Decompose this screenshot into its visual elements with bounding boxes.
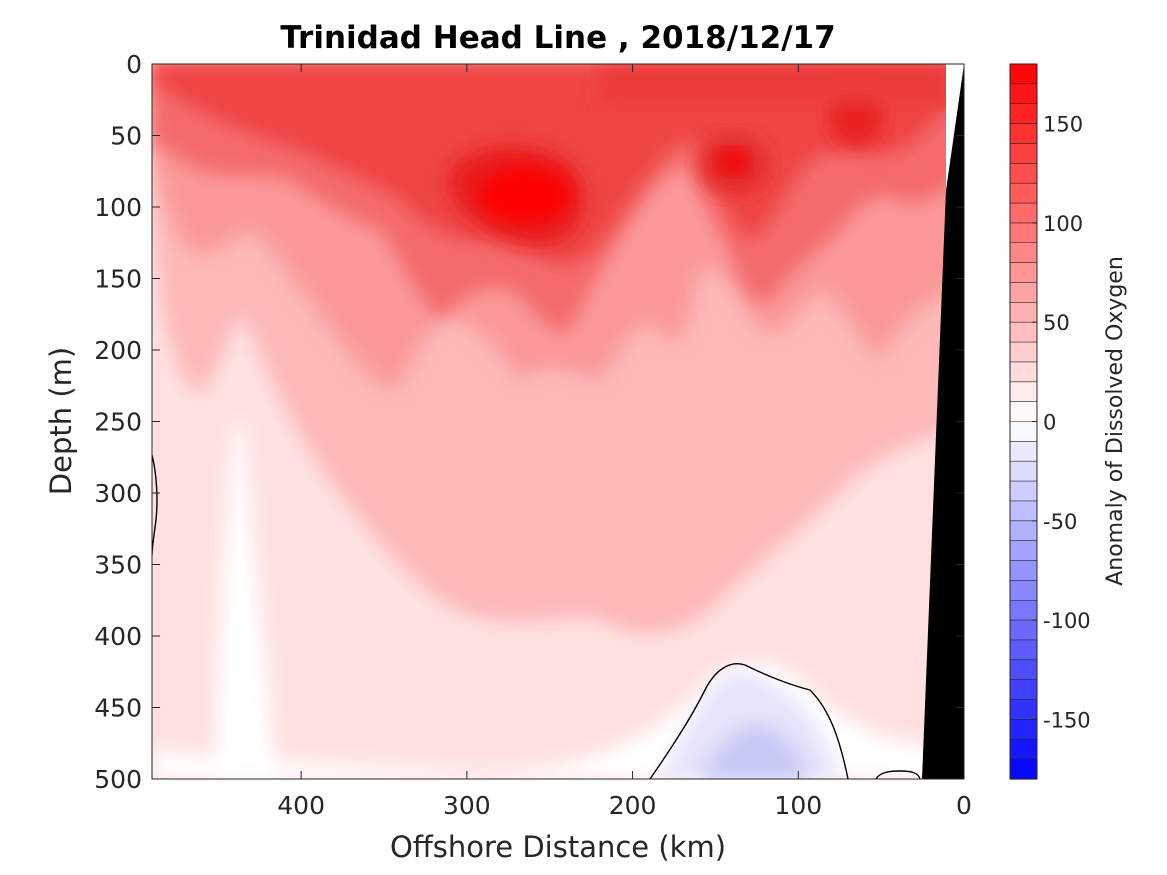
y-tick-label: 400 [94, 622, 142, 651]
y-axis-label: Depth (m) [44, 347, 78, 495]
colorbar-segment [1010, 441, 1037, 462]
x-tick-label: 100 [774, 791, 822, 820]
colorbar-segment [1010, 679, 1037, 701]
colorbar-segment [1010, 520, 1037, 542]
y-tick-label: 300 [94, 479, 142, 508]
colorbar-segment [1010, 481, 1037, 502]
colorbar-label: Anomaly of Dissolved Oxygen [1103, 256, 1128, 586]
colorbar-segment [1010, 560, 1037, 581]
colorbar-segment [1010, 361, 1037, 383]
secondary-core-center [718, 150, 748, 174]
colorbar-tick-label: 50 [1043, 311, 1070, 335]
colorbar-segment [1010, 719, 1037, 740]
colorbar [1010, 64, 1037, 780]
colorbar-segment [1010, 103, 1037, 125]
colorbar-tick-label: -150 [1043, 708, 1091, 732]
zero-contour-south [649, 663, 849, 779]
colorbar-tick-label: 0 [1043, 411, 1056, 435]
colorbar-segment [1010, 143, 1037, 164]
bathymetry-edge-white [946, 64, 964, 190]
colorbar-tick-label: -50 [1043, 510, 1077, 534]
colorbar-segment [1010, 242, 1037, 264]
negative-anomaly-inner [700, 725, 810, 779]
y-tick-label: 150 [94, 265, 142, 294]
colorbar-tick-label: 100 [1043, 212, 1083, 236]
colorbar-segment [1010, 203, 1037, 224]
colorbar-segment [1010, 620, 1037, 641]
x-axis-label: Offshore Distance (km) [390, 830, 726, 864]
colorbar-segment [1010, 322, 1037, 343]
zero-contour-west-edge [152, 454, 158, 556]
y-tick-label: 100 [94, 193, 142, 222]
maximum-core-center [480, 167, 570, 223]
colorbar-segment [1010, 500, 1037, 522]
colorbar-segment [1010, 163, 1037, 184]
colorbar-segment [1010, 262, 1037, 284]
chart-title: Trinidad Head Line , 2018/12/17 [280, 20, 835, 56]
colorbar-tick-label: 150 [1043, 113, 1083, 137]
y-tick-label: 0 [126, 50, 142, 79]
y-tick-label: 50 [110, 122, 142, 151]
colorbar-tick-label: -100 [1043, 609, 1091, 633]
anomaly-field [152, 64, 964, 779]
colorbar-segment [1010, 639, 1037, 661]
y-tick-label: 500 [94, 765, 142, 794]
y-tick-label: 350 [94, 551, 142, 580]
colorbar-segment [1010, 302, 1037, 323]
y-tick-label: 250 [94, 408, 142, 437]
colorbar-segment [1010, 659, 1037, 681]
colorbar-segment [1010, 401, 1037, 423]
colorbar-segment [1010, 381, 1037, 403]
colorbar-segment [1010, 83, 1037, 105]
y-tick-label: 450 [94, 694, 142, 723]
colorbar-segment [1010, 739, 1037, 760]
x-axis-ticks: 400 300 200 100 0 [277, 64, 972, 820]
colorbar-segment [1010, 580, 1037, 601]
colorbar-segment [1010, 64, 1037, 85]
colorbar-ticks: 150 100 50 0 -50 -100 -150 [1032, 113, 1091, 732]
surface-high-band [600, 64, 950, 104]
colorbar-segment [1010, 540, 1037, 562]
y-axis-ticks: 0 50 100 150 200 250 300 350 400 450 500 [94, 50, 964, 794]
colorbar-segment [1010, 421, 1037, 442]
colorbar-segment [1010, 699, 1037, 721]
near-zero-tongue-west [215, 422, 275, 779]
colorbar-segment [1010, 342, 1037, 363]
colorbar-segment [1010, 183, 1037, 204]
colorbar-segment [1010, 759, 1037, 780]
colorbar-segment [1010, 461, 1037, 482]
y-tick-label: 200 [94, 336, 142, 365]
colorbar-segment [1010, 123, 1037, 145]
x-tick-label: 400 [277, 791, 325, 820]
colorbar-segment [1010, 282, 1037, 303]
x-tick-label: 200 [609, 791, 657, 820]
colorbar-segment [1010, 222, 1037, 244]
zero-contour-bottom-nearshore [875, 770, 921, 779]
bathymetry-mask [922, 64, 964, 779]
x-tick-label: 0 [956, 791, 972, 820]
colorbar-segment [1010, 600, 1037, 621]
x-tick-label: 300 [443, 791, 491, 820]
